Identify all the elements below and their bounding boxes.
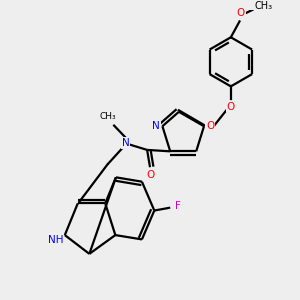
Text: O: O xyxy=(227,102,235,112)
Text: N: N xyxy=(152,121,160,130)
Text: O: O xyxy=(146,170,154,180)
Text: F: F xyxy=(176,201,181,211)
Text: CH₃: CH₃ xyxy=(100,112,116,121)
Text: O: O xyxy=(237,8,245,18)
Text: CH₃: CH₃ xyxy=(255,1,273,10)
Text: NH: NH xyxy=(48,235,63,245)
Text: O: O xyxy=(206,121,214,130)
Text: N: N xyxy=(122,138,129,148)
